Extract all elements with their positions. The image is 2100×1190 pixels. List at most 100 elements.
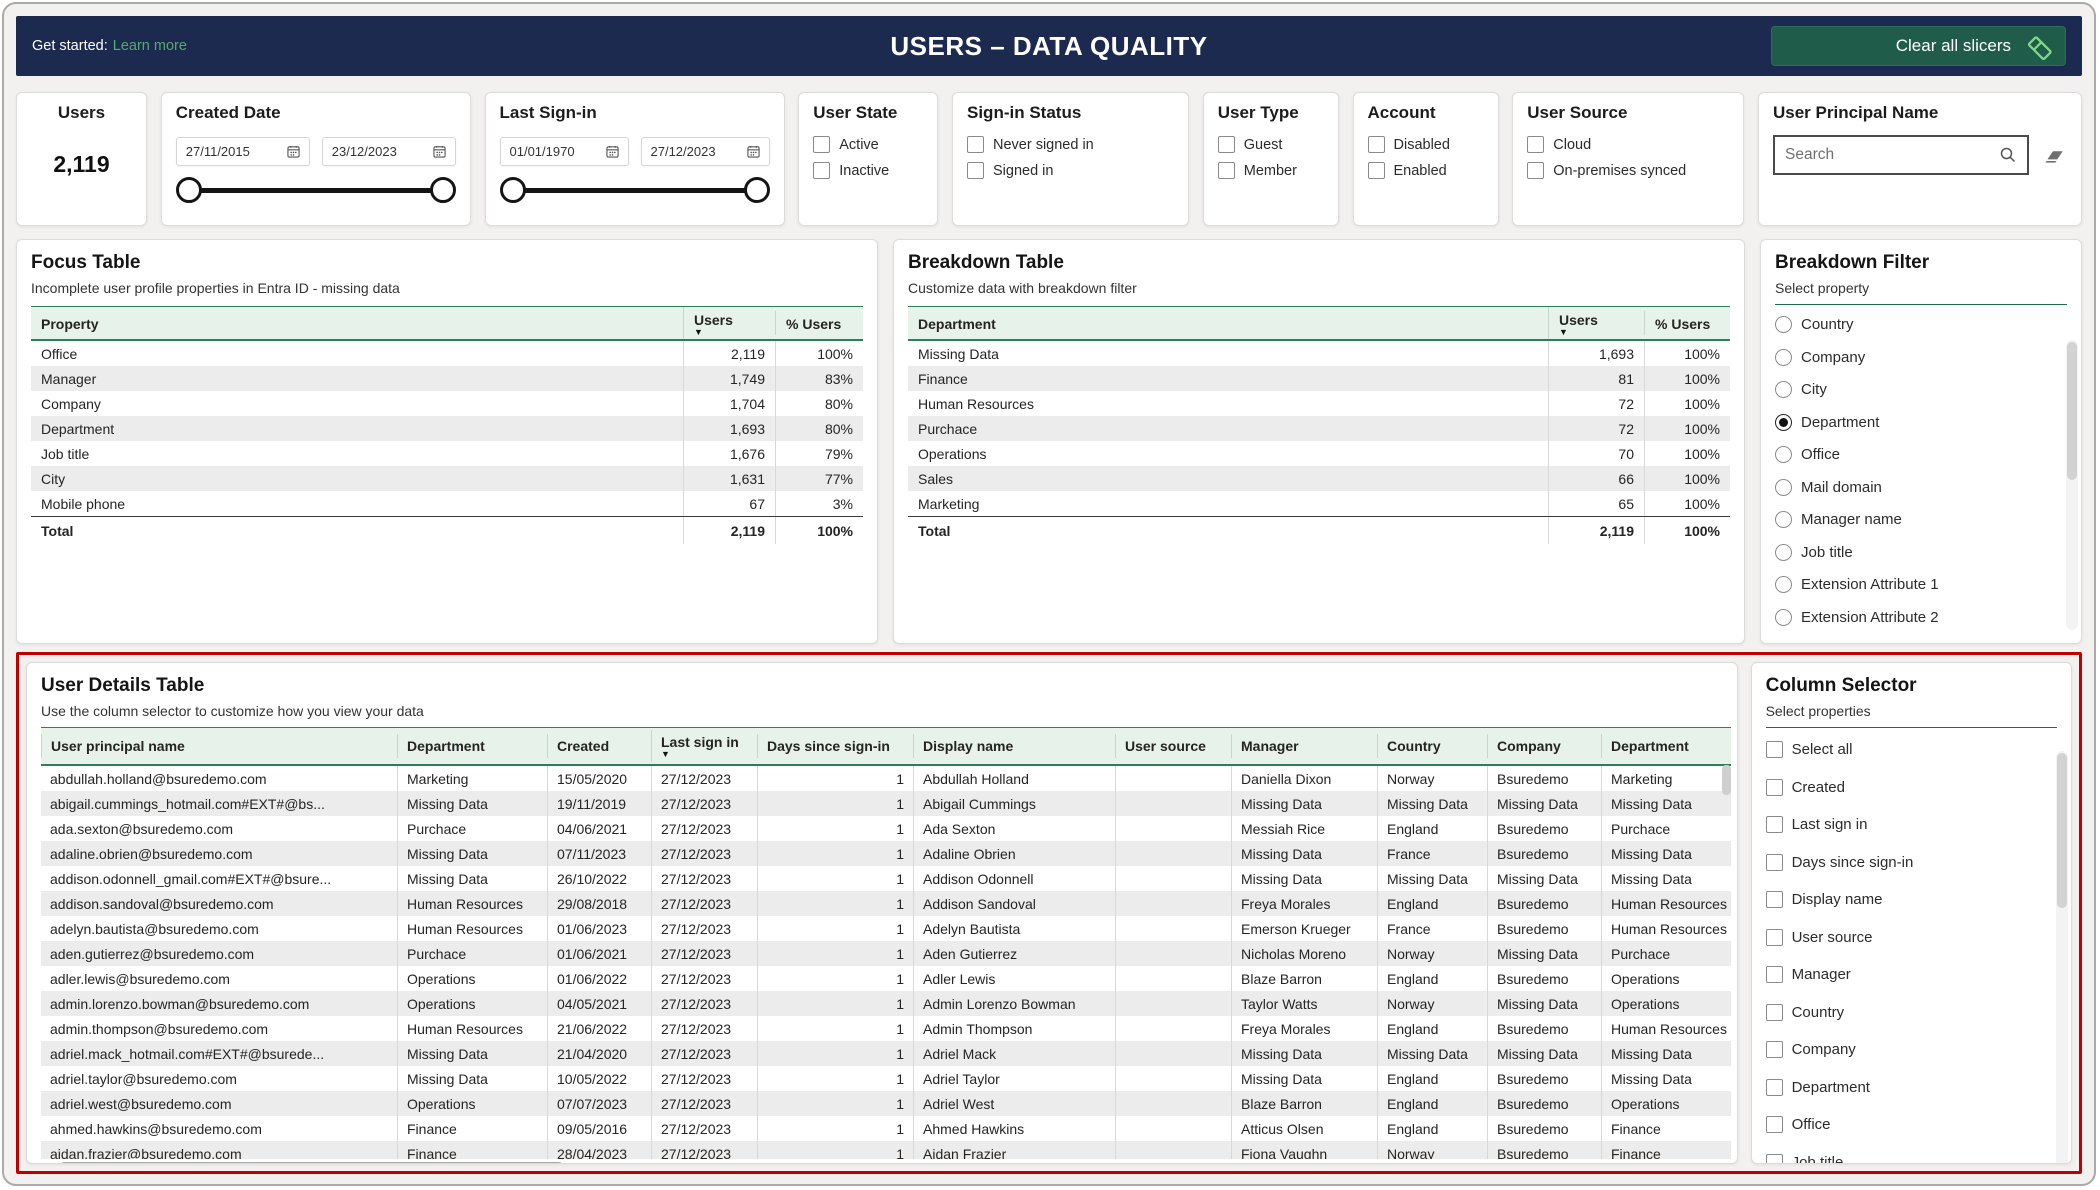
created-date-start-input[interactable]: 27/11/2015: [176, 137, 310, 166]
table-row[interactable]: City 1,631 77%: [31, 466, 863, 491]
table-row[interactable]: Sales 66 100%: [908, 466, 1730, 491]
column-header[interactable]: Display name▼: [913, 734, 1115, 758]
radio-option[interactable]: Office: [1775, 443, 2067, 467]
checkbox-option[interactable]: Department: [1766, 1074, 2057, 1101]
checkbox-option[interactable]: User source: [1766, 924, 2057, 951]
vertical-scrollbar-thumb[interactable]: [1722, 765, 1731, 795]
table-row[interactable]: Finance 81 100%: [908, 366, 1730, 391]
table-row[interactable]: admin.thompson@bsuredemo.com Human Resou…: [41, 1016, 1731, 1041]
checkbox-option[interactable]: Signed in: [967, 162, 1174, 179]
radio-option[interactable]: Mail domain: [1775, 476, 2067, 500]
table-row[interactable]: adriel.mack_hotmail.com#EXT#@bsurede... …: [41, 1041, 1731, 1066]
table-row[interactable]: Office 2,119 100%: [31, 341, 863, 366]
horizontal-scrollbar[interactable]: [41, 1162, 1731, 1164]
table-row[interactable]: adelyn.bautista@bsuredemo.com Human Reso…: [41, 916, 1731, 941]
checkbox-option[interactable]: Office: [1766, 1111, 2057, 1138]
scrollbar-thumb[interactable]: [2057, 753, 2067, 908]
checkbox-option[interactable]: Active: [813, 136, 923, 153]
slider-handle-max[interactable]: [430, 177, 456, 203]
table-row[interactable]: admin.lorenzo.bowman@bsuredemo.com Opera…: [41, 991, 1731, 1016]
checkbox-option[interactable]: Days since sign-in: [1766, 849, 2057, 876]
created-date-end-input[interactable]: 23/12/2023: [322, 137, 456, 166]
checkbox-option[interactable]: Job title: [1766, 1149, 2057, 1165]
table-row[interactable]: addison.sandoval@bsuredemo.com Human Res…: [41, 891, 1731, 916]
table-row[interactable]: ahmed.hawkins@bsuredemo.com Finance 09/0…: [41, 1116, 1731, 1141]
radio-option[interactable]: Company: [1775, 346, 2067, 370]
checkbox-option[interactable]: Enabled: [1368, 162, 1484, 179]
table-row[interactable]: Operations 70 100%: [908, 441, 1730, 466]
checkbox-option[interactable]: Manager: [1766, 961, 2057, 988]
table-row[interactable]: addison.odonnell_gmail.com#EXT#@bsure...…: [41, 866, 1731, 891]
slider-handle-min[interactable]: [500, 177, 526, 203]
table-row[interactable]: Marketing 65 100%: [908, 491, 1730, 516]
column-header-pct-users[interactable]: % Users: [775, 311, 863, 335]
table-row[interactable]: Missing Data 1,693 100%: [908, 341, 1730, 366]
eraser-icon[interactable]: [2041, 142, 2067, 168]
checkbox-option[interactable]: On-premises synced: [1527, 162, 1729, 179]
horizontal-scrollbar-thumb[interactable]: [59, 1162, 564, 1164]
table-row[interactable]: Human Resources 72 100%: [908, 391, 1730, 416]
column-header[interactable]: Country▼: [1377, 734, 1487, 758]
table-row[interactable]: Mobile phone 67 3%: [31, 491, 863, 516]
last-sign-in-end-input[interactable]: 27/12/2023: [641, 137, 770, 166]
column-header[interactable]: Department▼: [397, 734, 547, 758]
checkbox-option[interactable]: Inactive: [813, 162, 923, 179]
cell-created: 21/06/2022: [547, 1016, 651, 1041]
column-header-property[interactable]: Property: [31, 311, 683, 335]
checkbox-option[interactable]: Country: [1766, 999, 2057, 1026]
column-header[interactable]: User principal name▼: [41, 734, 397, 758]
radio-option[interactable]: City: [1775, 378, 2067, 402]
checkbox-option[interactable]: Created: [1766, 774, 2057, 801]
table-row[interactable]: aden.gutierrez@bsuredemo.com Purchace 01…: [41, 941, 1731, 966]
table-row[interactable]: adaline.obrien@bsuredemo.com Missing Dat…: [41, 841, 1731, 866]
table-row[interactable]: Purchace 72 100%: [908, 416, 1730, 441]
last-sign-in-range-slider[interactable]: [500, 174, 770, 208]
scrollbar-thumb[interactable]: [2067, 342, 2077, 480]
slider-handle-max[interactable]: [744, 177, 770, 203]
radio-option[interactable]: Manager name: [1775, 508, 2067, 532]
checkbox-option[interactable]: Last sign in: [1766, 811, 2057, 838]
column-header[interactable]: Company▼: [1487, 734, 1601, 758]
column-header[interactable]: User source▼: [1115, 734, 1231, 758]
table-row[interactable]: adriel.west@bsuredemo.com Operations 07/…: [41, 1091, 1731, 1116]
column-header[interactable]: Days since sign-in▼: [757, 734, 913, 758]
checkbox-option[interactable]: Company: [1766, 1036, 2057, 1063]
radio-option[interactable]: Extension Attribute 1: [1775, 573, 2067, 597]
upn-search-input[interactable]: Search: [1773, 135, 2029, 175]
table-row[interactable]: adriel.taylor@bsuredemo.com Missing Data…: [41, 1066, 1731, 1091]
last-sign-in-start-input[interactable]: 01/01/1970: [500, 137, 629, 166]
checkbox-option[interactable]: Guest: [1218, 136, 1324, 153]
table-row[interactable]: abigail.cummings_hotmail.com#EXT#@bs... …: [41, 791, 1731, 816]
column-header[interactable]: Department▼: [1601, 734, 1731, 758]
table-row[interactable]: Manager 1,749 83%: [31, 366, 863, 391]
table-row[interactable]: Department 1,693 80%: [31, 416, 863, 441]
radio-option[interactable]: Job title: [1775, 541, 2067, 565]
table-row[interactable]: Job title 1,676 79%: [31, 441, 863, 466]
checkbox-option[interactable]: Select all: [1766, 736, 2057, 763]
scrollbar-track[interactable]: [2056, 751, 2068, 1164]
clear-all-slicers-button[interactable]: Clear all slicers: [1771, 26, 2066, 66]
table-row[interactable]: abdullah.holland@bsuredemo.com Marketing…: [41, 766, 1731, 791]
column-header[interactable]: Manager▼: [1231, 734, 1377, 758]
table-row[interactable]: adler.lewis@bsuredemo.com Operations 01/…: [41, 966, 1731, 991]
checkbox-option[interactable]: Disabled: [1368, 136, 1484, 153]
column-header-pct-users[interactable]: % Users: [1644, 311, 1730, 335]
scrollbar-track[interactable]: [2066, 340, 2078, 630]
table-row[interactable]: Company 1,704 80%: [31, 391, 863, 416]
column-header[interactable]: Created▼: [547, 734, 651, 758]
checkbox-option[interactable]: Display name: [1766, 886, 2057, 913]
slider-handle-min[interactable]: [176, 177, 202, 203]
checkbox-option[interactable]: Member: [1218, 162, 1324, 179]
table-row[interactable]: ada.sexton@bsuredemo.com Purchace 04/06/…: [41, 816, 1731, 841]
radio-option[interactable]: Country: [1775, 313, 2067, 337]
column-header-department[interactable]: Department: [908, 311, 1548, 335]
column-header-users[interactable]: Users▼: [1548, 307, 1644, 339]
table-row[interactable]: aidan.frazier@bsuredemo.com Finance 28/0…: [41, 1141, 1731, 1159]
created-date-range-slider[interactable]: [176, 174, 456, 208]
checkbox-option[interactable]: Never signed in: [967, 136, 1174, 153]
column-header-users[interactable]: Users▼: [683, 307, 775, 339]
radio-option[interactable]: Department: [1775, 411, 2067, 435]
checkbox-option[interactable]: Cloud: [1527, 136, 1729, 153]
column-header[interactable]: Last sign in▼: [651, 730, 757, 762]
radio-option[interactable]: Extension Attribute 2: [1775, 606, 2067, 630]
